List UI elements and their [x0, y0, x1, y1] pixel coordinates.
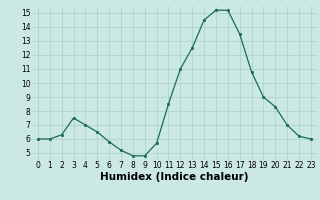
- X-axis label: Humidex (Indice chaleur): Humidex (Indice chaleur): [100, 172, 249, 182]
